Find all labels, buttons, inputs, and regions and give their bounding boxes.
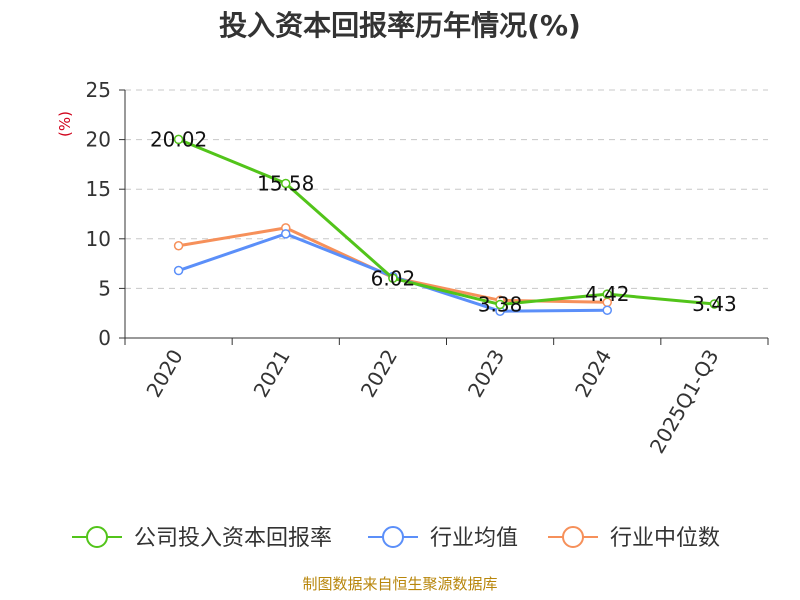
x-tick-label: 2021: [249, 345, 295, 401]
data-point: [173, 134, 184, 145]
data-point: [173, 265, 184, 276]
legend-marker: [562, 526, 584, 548]
y-tick-label: 20: [86, 128, 111, 152]
y-tick-label: 0: [98, 326, 111, 350]
legend-label: 行业均值: [430, 526, 518, 551]
legend-label: 公司投入资本回报率: [134, 526, 332, 551]
x-tick-label: 2022: [356, 345, 402, 401]
data-point: [388, 273, 398, 284]
y-tick-label: 5: [98, 276, 111, 300]
data-point: [173, 240, 184, 251]
data-label: 20.02: [150, 127, 207, 151]
data-point: [281, 229, 291, 239]
data-label: 4.42: [585, 282, 630, 306]
x-tick-label: 2023: [463, 345, 509, 401]
y-axis-label: (%): [56, 111, 74, 137]
y-tick-label: 10: [86, 227, 111, 251]
legend-marker: [86, 526, 108, 548]
data-label: 15.58: [257, 171, 314, 195]
x-tick-label: 2020: [141, 345, 187, 401]
data-label: 6.02: [371, 266, 416, 290]
x-tick-label: 2025Q1-Q3: [645, 345, 724, 457]
data-point: [602, 305, 612, 315]
data-point: [495, 299, 505, 310]
y-tick-label: 25: [86, 78, 111, 102]
series-line: [178, 138, 715, 306]
chart-title: 投入资本回报率历年情况(%): [219, 9, 581, 42]
legend-label: 行业中位数: [610, 526, 720, 551]
data-point: [602, 289, 612, 299]
data-label: 3.38: [478, 292, 523, 316]
source-note: 制图数据来自恒生聚源数据库: [302, 575, 498, 593]
data-point: [709, 299, 720, 309]
legend-marker: [382, 526, 404, 548]
data-label: 3.43: [692, 292, 737, 316]
x-tick-label: 2024: [570, 345, 616, 401]
data-point: [281, 178, 291, 189]
y-tick-label: 15: [86, 177, 111, 201]
